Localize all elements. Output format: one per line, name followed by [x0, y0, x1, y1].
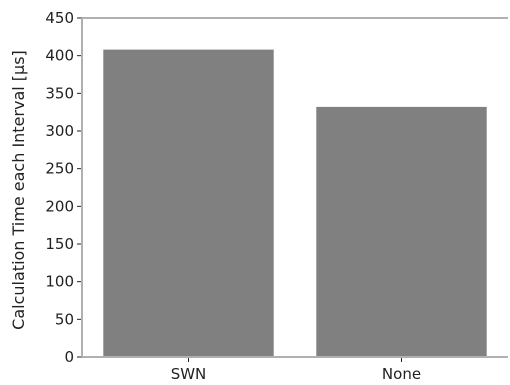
- x-axis-ticks: SWN None: [171, 357, 421, 383]
- y-tick-label: 350: [45, 84, 74, 102]
- x-tick-label: SWN: [171, 365, 207, 383]
- y-tick-label: 0: [64, 348, 74, 366]
- y-tick-label: 100: [45, 273, 74, 291]
- y-tick-label: 400: [45, 47, 74, 65]
- axes-frame: [81, 17, 508, 358]
- bar-swn: [103, 49, 274, 357]
- y-tick-label: 250: [45, 160, 74, 178]
- y-tick-label: 300: [45, 122, 74, 140]
- bars-group: [103, 49, 487, 358]
- y-axis-ticks: 0 50 100 150 200 250 300 350 400 450: [45, 9, 82, 366]
- y-tick-label: 200: [45, 197, 74, 215]
- x-tick-label: None: [382, 365, 421, 383]
- y-tick-label: 50: [55, 310, 74, 328]
- y-tick-label: 450: [45, 9, 74, 27]
- y-axis-title: Calculation Time each Interval [µs]: [9, 50, 28, 330]
- bar-none: [316, 106, 487, 358]
- y-tick-label: 150: [45, 235, 74, 253]
